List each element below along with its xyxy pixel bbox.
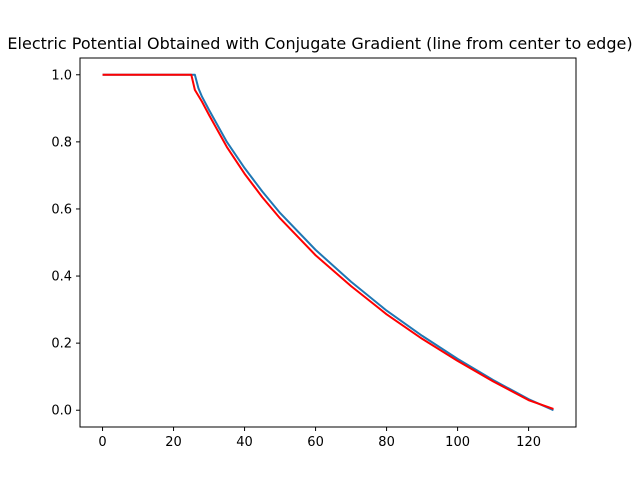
x-tick-label: 80 <box>378 435 395 450</box>
series-line-2 <box>102 73 554 410</box>
x-tick-label: 100 <box>445 435 470 450</box>
x-tick-label: 0 <box>98 435 106 450</box>
y-tick-label: 0.8 <box>51 135 72 150</box>
chart-title: Electric Potential Obtained with Conjuga… <box>7 34 632 53</box>
y-tick-label: 0.6 <box>51 202 72 217</box>
x-axis: 0 20 40 60 80 100 120 <box>98 427 541 450</box>
y-tick-label: 1.0 <box>51 68 72 83</box>
y-tick-label: 0.2 <box>51 337 72 352</box>
x-tick-label: 60 <box>307 435 324 450</box>
x-tick-label: 20 <box>165 435 182 450</box>
x-tick-label: 120 <box>516 435 541 450</box>
y-tick-label: 0.0 <box>51 404 72 419</box>
axes-frame <box>79 57 577 428</box>
x-tick-label: 40 <box>236 435 253 450</box>
y-axis: 0.0 0.2 0.4 0.6 0.8 1.0 <box>51 68 80 419</box>
plot-area <box>102 73 554 412</box>
series-line-1 <box>102 73 554 412</box>
y-tick-label: 0.4 <box>51 270 72 285</box>
